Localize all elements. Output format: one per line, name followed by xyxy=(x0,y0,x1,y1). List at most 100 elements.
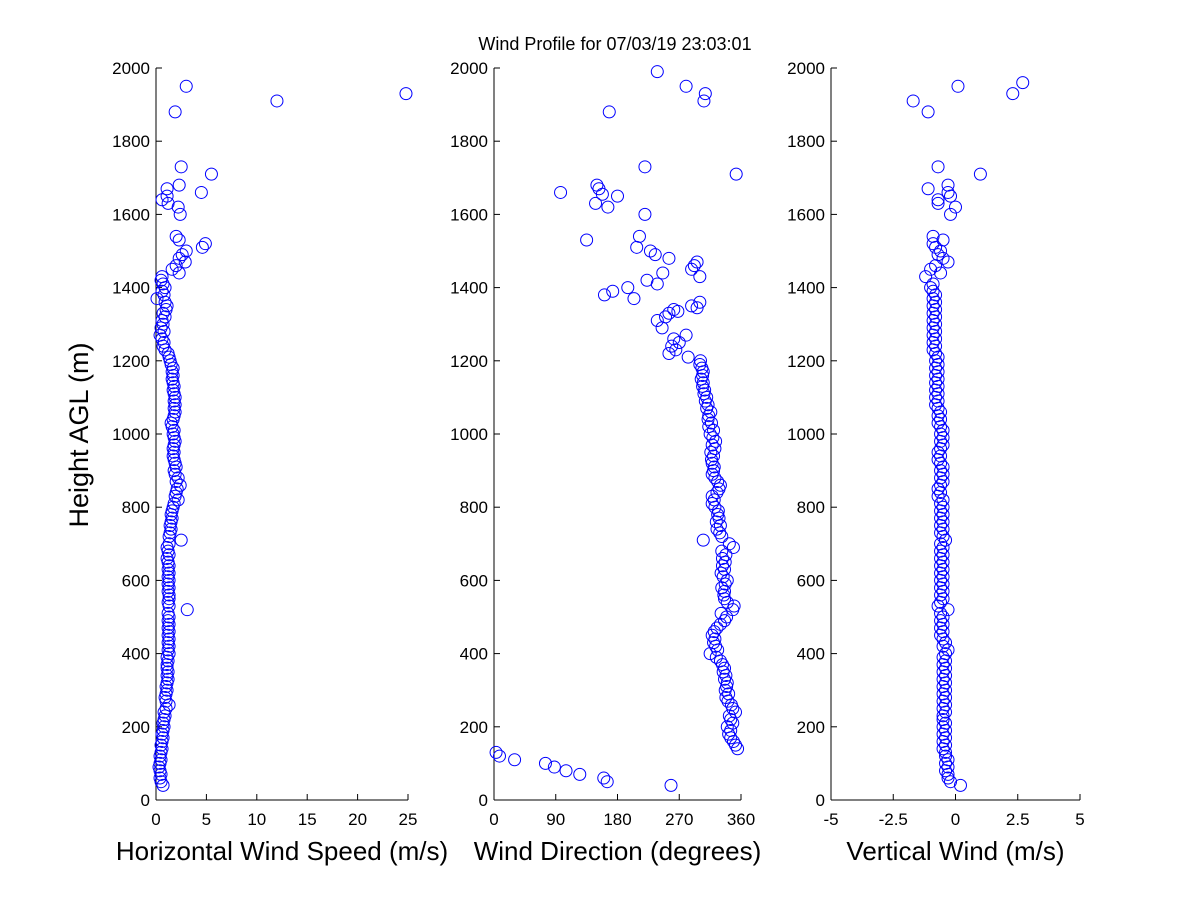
data-point xyxy=(155,284,169,298)
data-point xyxy=(929,295,943,309)
data-point xyxy=(939,676,953,690)
data-point xyxy=(934,537,948,551)
vertical-wind-panel: 0 200 400 600 800 1000 1200 1400 1600 1800 2000 -5 -… xyxy=(787,59,1085,866)
data-point xyxy=(554,185,568,199)
data-point xyxy=(559,764,573,778)
data-point xyxy=(160,182,174,196)
data-point xyxy=(710,621,724,635)
data-point xyxy=(934,606,948,620)
data-point xyxy=(936,508,950,522)
data-point xyxy=(1016,76,1030,90)
data-point xyxy=(708,632,722,646)
data-point xyxy=(951,79,965,93)
y-tick-label: 0 xyxy=(141,791,150,810)
data-point xyxy=(936,493,950,507)
data-point xyxy=(161,606,175,620)
data-point xyxy=(936,540,950,554)
data-point xyxy=(165,262,179,276)
data-point xyxy=(640,273,654,287)
data-point xyxy=(931,409,945,423)
data-point xyxy=(156,306,170,320)
x-tick-label: 0 xyxy=(151,810,160,829)
data-point xyxy=(934,519,948,532)
data-point xyxy=(172,266,186,280)
data-point xyxy=(606,284,620,298)
data-point xyxy=(931,372,945,386)
data-point xyxy=(934,581,948,595)
data-point xyxy=(973,167,987,181)
data-point xyxy=(936,734,950,748)
data-point xyxy=(696,533,710,547)
data-point xyxy=(718,614,732,628)
y-tick-label: 1200 xyxy=(787,352,825,371)
data-point xyxy=(710,486,724,500)
data-point xyxy=(934,464,948,478)
data-point xyxy=(936,251,950,265)
x-tick-label: 360 xyxy=(727,810,755,829)
data-point xyxy=(936,625,950,639)
data-point xyxy=(926,336,940,349)
data-point xyxy=(941,753,955,767)
data-point xyxy=(926,321,940,335)
data-point xyxy=(697,94,711,108)
y-tick-label: 400 xyxy=(460,645,488,664)
data-point xyxy=(934,595,948,609)
data-point xyxy=(724,723,738,737)
data-point xyxy=(693,270,707,284)
x-tick-label: -2.5 xyxy=(879,810,908,829)
data-point xyxy=(941,603,955,617)
x-tick-label: 25 xyxy=(399,810,418,829)
data-point xyxy=(936,529,950,543)
data-point xyxy=(939,698,953,712)
data-point xyxy=(931,196,945,210)
data-point xyxy=(172,251,186,265)
y-tick-label: 200 xyxy=(460,718,488,737)
data-point xyxy=(931,365,945,379)
data-point xyxy=(705,489,719,503)
data-point xyxy=(492,749,506,763)
y-tick-label: 1400 xyxy=(112,279,150,298)
data-point xyxy=(934,471,948,485)
data-point xyxy=(941,643,955,657)
y-tick-label: 1000 xyxy=(787,425,825,444)
data-point xyxy=(175,248,189,262)
data-point xyxy=(934,566,948,580)
data-point xyxy=(931,160,945,174)
data-point xyxy=(611,189,624,203)
data-point xyxy=(157,288,171,302)
data-point xyxy=(694,354,708,368)
data-point xyxy=(693,295,707,309)
data-point xyxy=(714,606,728,620)
data-point xyxy=(931,379,945,393)
x-tick-label: 0 xyxy=(951,810,960,829)
data-point xyxy=(155,332,169,346)
data-point xyxy=(659,310,673,324)
data-point xyxy=(929,376,943,390)
x-tick-label: -5 xyxy=(823,810,838,829)
data-point xyxy=(939,738,953,752)
data-point xyxy=(919,270,933,284)
x-axis-label: Horizontal Wind Speed (m/s) xyxy=(116,836,448,866)
data-point xyxy=(169,229,183,243)
data-point xyxy=(729,705,743,719)
data-point xyxy=(731,742,745,756)
data-point xyxy=(718,661,732,675)
y-tick-label: 1600 xyxy=(112,205,150,224)
data-point xyxy=(934,588,948,602)
y-tick-label: 1600 xyxy=(450,205,488,224)
data-point xyxy=(160,661,174,675)
data-point xyxy=(936,672,950,686)
data-point xyxy=(939,647,953,661)
data-point xyxy=(173,478,187,492)
data-point xyxy=(156,277,170,291)
data-point xyxy=(934,412,948,426)
data-point xyxy=(158,310,172,324)
x-tick-label: 5 xyxy=(202,810,211,829)
data-point xyxy=(157,336,171,349)
data-point xyxy=(941,178,955,192)
data-point xyxy=(1006,87,1020,101)
data-point xyxy=(722,709,736,723)
data-point xyxy=(597,288,611,302)
y-tick-label: 1800 xyxy=(787,132,825,151)
data-point xyxy=(679,328,693,342)
